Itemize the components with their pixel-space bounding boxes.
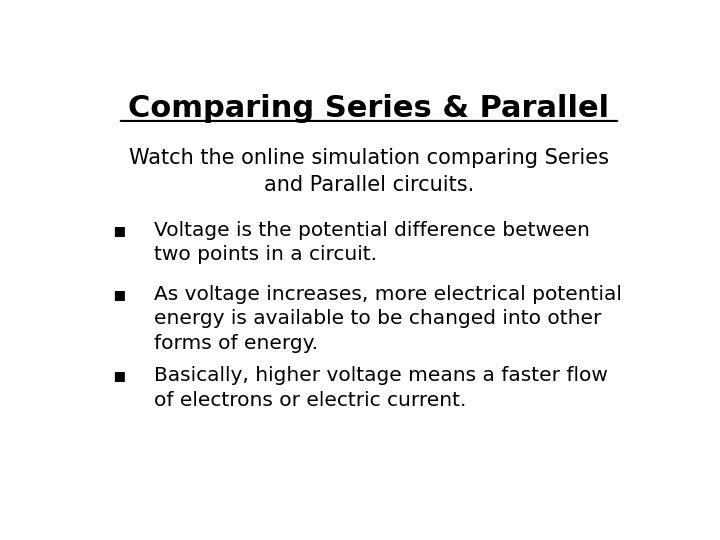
- Text: ▪: ▪: [112, 285, 126, 304]
- Text: Comparing Series & Parallel: Comparing Series & Parallel: [128, 94, 610, 123]
- Text: As voltage increases, more electrical potential
energy is available to be change: As voltage increases, more electrical po…: [154, 285, 622, 353]
- Text: ▪: ▪: [112, 366, 126, 385]
- Text: Voltage is the potential difference between
two points in a circuit.: Voltage is the potential difference betw…: [154, 221, 590, 264]
- Text: ▪: ▪: [112, 221, 126, 240]
- Text: and Parallel circuits.: and Parallel circuits.: [264, 175, 474, 195]
- Text: Watch the online simulation comparing Series: Watch the online simulation comparing Se…: [129, 148, 609, 168]
- Text: Basically, higher voltage means a faster flow
of electrons or electric current.: Basically, higher voltage means a faster…: [154, 366, 608, 409]
